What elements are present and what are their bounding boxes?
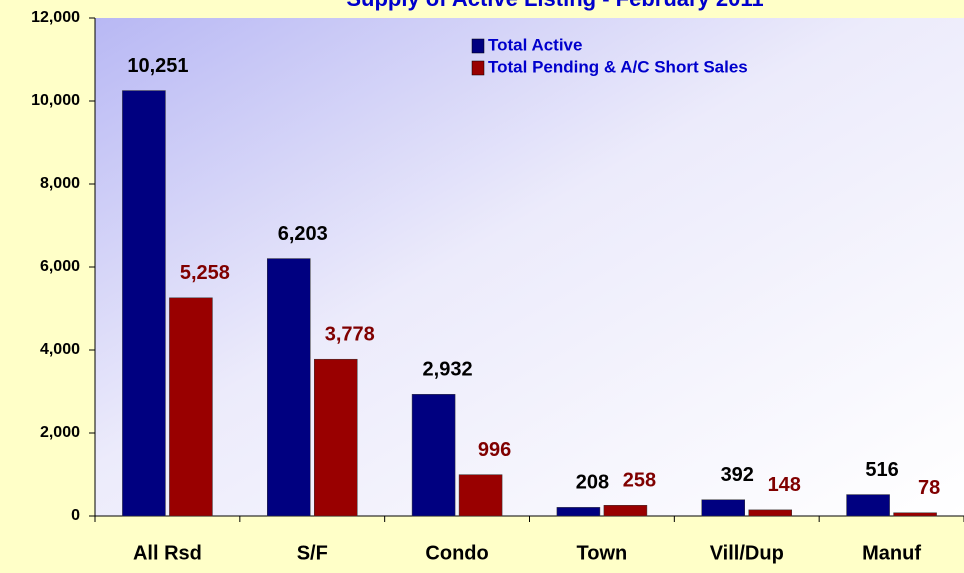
value-label: 148 [768,474,801,496]
x-tick-label: Vill/Dup [710,542,784,564]
value-label: 996 [478,439,511,461]
x-tick-label: All Rsd [133,542,202,564]
bar [846,494,890,517]
bar [556,507,601,517]
x-tick-label: Town [577,542,628,564]
plot-area [95,18,964,516]
bar [603,505,648,517]
y-tick-label: 4,000 [40,341,80,358]
value-label: 5,258 [180,262,230,284]
legend-swatch [471,38,485,54]
value-label: 10,251 [127,55,188,77]
bar [893,512,937,517]
legend-label: Total Active [488,35,582,54]
bar [411,394,456,517]
bar [748,509,792,517]
y-tick-label: 8,000 [40,175,80,192]
x-tick-label: Manuf [862,542,921,564]
y-tick-label: 0 [71,507,80,524]
y-tick-label: 2,000 [40,424,80,441]
bar [267,258,311,517]
value-label: 6,203 [278,223,328,245]
x-tick-label: S/F [297,542,328,564]
value-label: 392 [721,464,754,486]
y-tick-label: 10,000 [31,92,80,109]
bar [701,499,745,517]
value-label: 208 [576,472,609,494]
bar [169,297,213,517]
legend-swatch [471,60,485,76]
value-label: 258 [623,470,656,492]
value-label: 2,932 [423,359,473,381]
bar [458,474,503,517]
chart-title: Supply of Active Listing - February 2011 [346,0,763,11]
x-tick-label: Condo [425,542,488,564]
value-label: 516 [865,459,898,481]
y-tick-label: 6,000 [40,258,80,275]
value-label: 78 [918,477,940,499]
bar [314,358,358,517]
bar [122,90,166,517]
y-tick-label: 12,000 [31,9,80,26]
value-label: 3,778 [325,323,375,345]
legend-label: Total Pending & A/C Short Sales [488,57,748,76]
